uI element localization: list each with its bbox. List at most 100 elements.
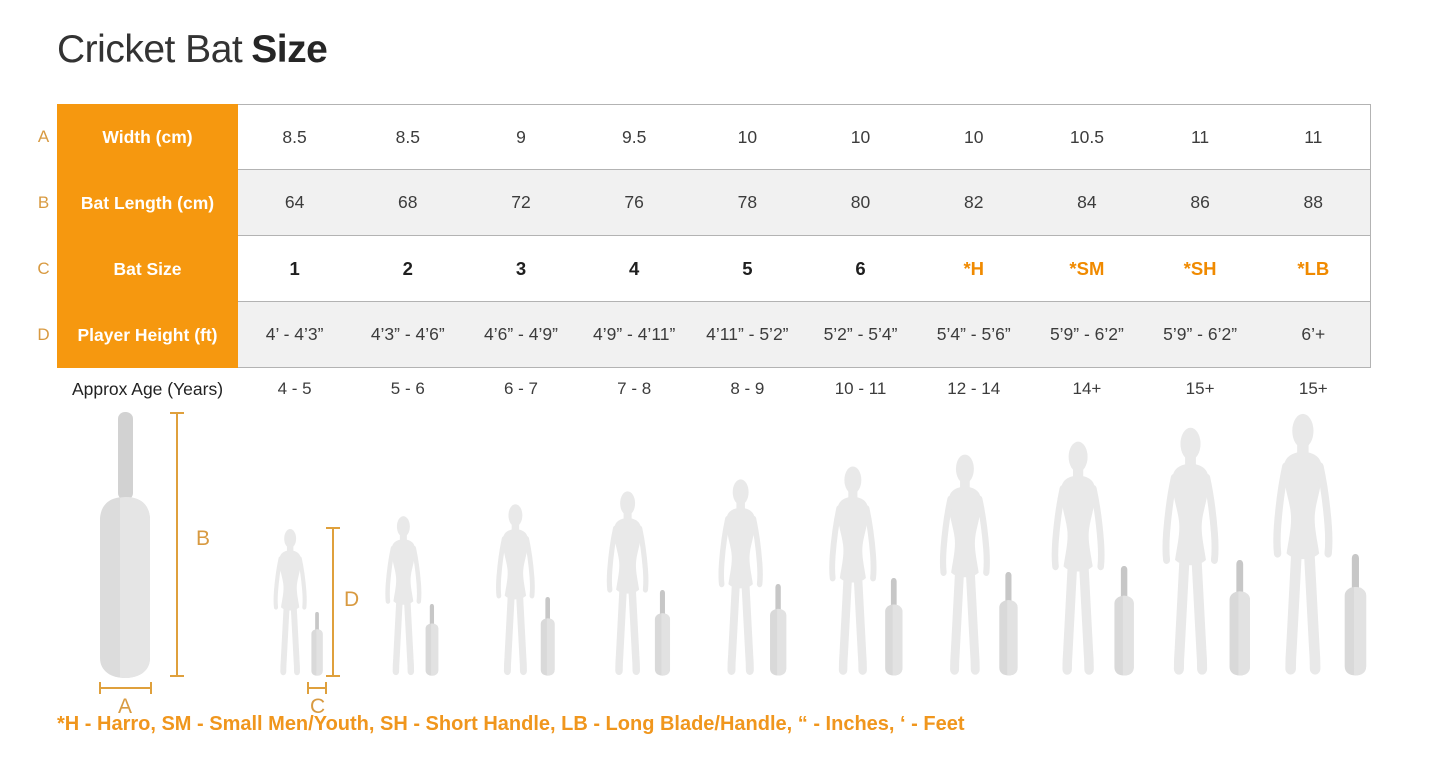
table-cell: 5’9” - 6’2” (1049, 324, 1124, 344)
table-cell: 10 (737, 126, 758, 147)
row-letter: A (37, 127, 50, 146)
table-cell: 3 (515, 257, 527, 279)
table-cell: 12 - 14 (947, 379, 1001, 398)
person-silhouette (1162, 427, 1219, 675)
table-cell: 7 - 8 (617, 379, 652, 398)
table-cell: 9.5 (621, 126, 647, 147)
table-cell: 10 (850, 126, 871, 147)
table-row: A Width (cm) 8.5 8.5 9 9.5 10 10 10 10.5 11 11 (30, 104, 1371, 170)
table-cell: 84 (1077, 192, 1097, 212)
table-cell: 8.5 (282, 126, 307, 147)
cricket-bat-icon (769, 584, 787, 676)
table-cell: 78 (737, 192, 758, 212)
row-letter: C (37, 259, 50, 278)
row-values: 1 2 3 4 5 6 *H *SM *SH *LB (238, 236, 1371, 302)
table-cell: 11 (1304, 126, 1323, 147)
row-values: 4’ - 4’3” 4’3” - 4’6” 4’6” - 4’9” 4’9” - 4’… (238, 302, 1371, 368)
table-cell: 86 (1190, 192, 1210, 212)
table-cell: 10 (963, 126, 984, 147)
cricket-bat-icon (540, 597, 555, 676)
table-row: Approx Age (Years) 4 - 5 5 - 6 6 - 7 7 - 8 8 … (30, 368, 1371, 410)
person-silhouette (1273, 413, 1333, 675)
table-cell: 82 (963, 192, 984, 212)
dimension-line-a: A (99, 682, 152, 718)
table-row: D Player Height (ft) 4’ - 4’3” 4’3” - 4’6” 4… (30, 302, 1371, 368)
table-cell: 68 (398, 192, 418, 212)
table-cell: *H (963, 257, 984, 279)
table-cell: 64 (284, 192, 305, 212)
row-values: 64 68 72 76 78 80 82 84 86 88 (238, 170, 1371, 236)
table-cell: 6 (855, 257, 866, 279)
row-label: Width (cm) (57, 104, 238, 170)
row-values: 8.5 8.5 9 9.5 10 10 10 10.5 11 11 (238, 104, 1371, 170)
table-cell: 4’6” - 4’9” (484, 324, 558, 344)
dimension-label-b: B (196, 527, 210, 550)
table-cell: 4’9” - 4’11” (592, 324, 676, 344)
table-cell: *SM (1069, 257, 1105, 279)
dimension-line-c: C (307, 682, 327, 718)
person-silhouette (829, 466, 877, 675)
table-row: B Bat Length (cm) 64 68 72 76 78 80 82 84 86 88 (30, 170, 1371, 236)
row-letter: D (37, 325, 50, 344)
table-cell: *SH (1183, 257, 1217, 279)
table-cell: 10.5 (1069, 126, 1104, 147)
cricket-bat-illustration (100, 412, 150, 678)
dimension-label-d: D (344, 588, 359, 611)
table-cell: 4 (629, 257, 640, 279)
table-cell: 5’2” - 5’4” (823, 324, 898, 344)
table-cell: 4 - 5 (277, 379, 312, 398)
table-cell: 14+ (1072, 379, 1102, 398)
table-cell: 1 (289, 257, 300, 279)
person-silhouette (495, 504, 535, 676)
footnote: *H - Harro, SM - Small Men/Youth, SH - S… (57, 713, 965, 735)
table-cell: 8.5 (395, 126, 420, 147)
table-cell: 76 (624, 192, 644, 212)
table-cell: 88 (1303, 192, 1324, 212)
person-silhouette (1051, 441, 1105, 675)
table-cell: 6’+ (1301, 324, 1326, 344)
person-silhouette (606, 491, 649, 676)
row-label: Bat Size (57, 236, 238, 302)
cricket-bat-icon (1229, 560, 1250, 676)
row-label: Bat Length (cm) (57, 170, 238, 236)
cricket-bat-icon (425, 604, 439, 676)
table-cell: 5’4” - 5’6” (936, 324, 1011, 344)
dimension-label-a: A (118, 695, 132, 718)
table-cell: 4’3” - 4’6” (370, 324, 445, 344)
person-silhouette (273, 529, 308, 676)
table-cell: 6 - 7 (503, 379, 538, 398)
table-cell: 9 (516, 126, 526, 147)
table-row: C Bat Size 1 2 3 4 5 6 *H *SM *SH *LB (30, 236, 1371, 302)
dimension-line-d: D (326, 527, 359, 677)
row-label: Player Height (ft) (57, 302, 238, 368)
dimension-label-c: C (310, 695, 325, 718)
table-cell: 72 (511, 192, 531, 212)
table-cell: 5 - 6 (390, 379, 425, 398)
table-cell: 15+ (1185, 379, 1215, 398)
table-cell: 5’9” - 6’2” (1163, 324, 1238, 344)
page-title-bold: Size (251, 28, 328, 71)
page-title-regular: Cricket Bat (57, 28, 243, 71)
cricket-bat-icon (884, 578, 903, 676)
table-cell: 10 - 11 (834, 379, 887, 398)
row-values: 4 - 5 5 - 6 6 - 7 7 - 8 8 - 9 10 - 11 12 - 14 1… (238, 368, 1371, 410)
table-cell: 4’ - 4’3” (265, 324, 324, 344)
dimension-line-b: B (170, 412, 210, 677)
table-cell: 8 - 9 (730, 379, 765, 398)
page-title: Cricket Bat Size (57, 28, 328, 72)
cricket-bat-icon (655, 590, 671, 676)
table-cell: 15+ (1298, 379, 1328, 398)
person-silhouette (940, 454, 991, 675)
cricket-bat-icon (311, 612, 323, 676)
table-cell: 11 (1191, 126, 1210, 147)
cricket-bat-icon (1114, 566, 1134, 676)
table-cell: 2 (402, 257, 413, 279)
size-table: A Width (cm) 8.5 8.5 9 9.5 10 10 10 10.5 11 11 B Bat … (30, 104, 1371, 410)
row-letter: B (37, 193, 50, 212)
person-silhouette (384, 516, 421, 676)
cricket-bat-icon (1344, 554, 1367, 676)
table-cell: 4’11” - 5’2” (706, 324, 789, 344)
